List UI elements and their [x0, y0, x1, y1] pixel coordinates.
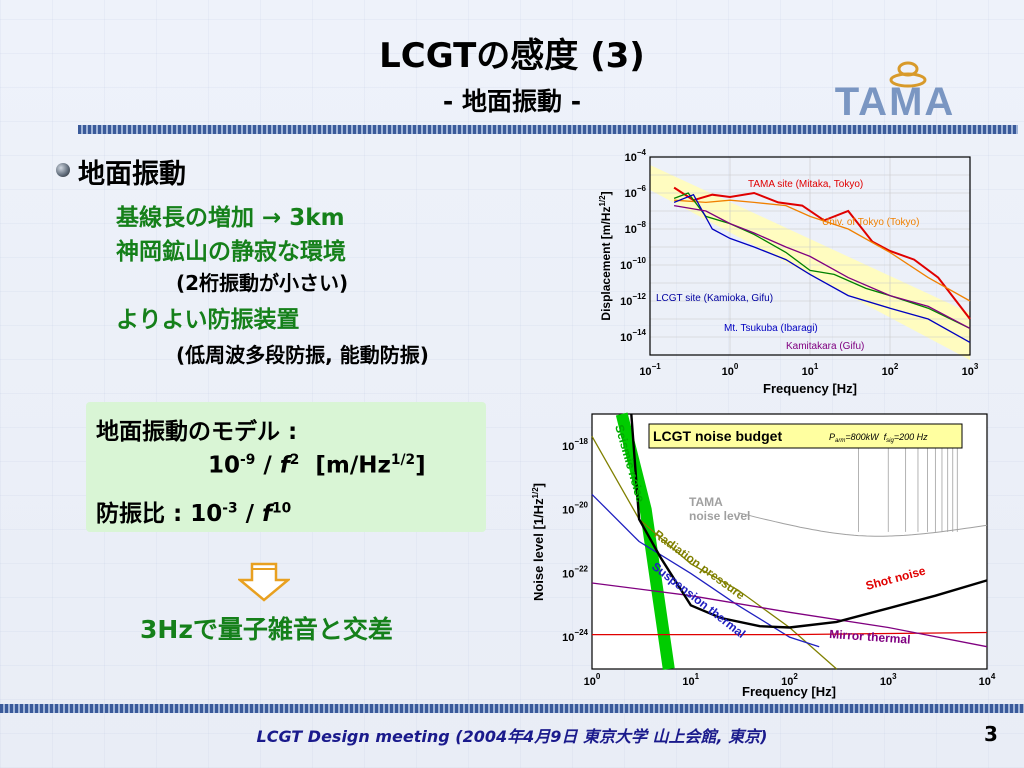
- tama-noise-curve: [737, 436, 988, 537]
- down-arrow-icon: [238, 562, 290, 602]
- chart1-xtick-label: 10−1: [639, 362, 661, 378]
- chart1-xtick-label: 101: [802, 362, 819, 378]
- chart1-ytick-label: 10−4: [625, 148, 647, 164]
- model-formula: 10-9 / f2 [m/Hz1/2]: [208, 452, 426, 479]
- model-title: 地面振動のモデル :: [96, 419, 298, 445]
- chart2-title-box: [648, 423, 963, 449]
- label-mirror-thermal: Mirror thermal: [829, 627, 911, 647]
- bullet-line-2: 神岡鉱山の静寂な環境: [116, 239, 346, 265]
- chart1-tick-labels: 10−1 100 101 102 103 10−14 10−12 10−10 10−8 10−6 1…: [620, 148, 979, 378]
- bottom-divider: [0, 704, 1024, 713]
- noise-budget-chart: 100 101 102 103 104 10−24 10−22 10−20 10−18 LCGT…: [531, 412, 996, 699]
- chart2-series-line: [591, 493, 820, 648]
- ground-motion-model-box: 地面振動のモデル : 10-9 / f2 [m/Hz1/2] 防振比 : 10-…: [86, 402, 486, 532]
- bullet-line-5: (低周波多段防振, 能動防振): [176, 343, 429, 367]
- chart2-series-line: [592, 631, 988, 636]
- chart1-xtick-label: 102: [882, 362, 899, 378]
- chart2-xtick-label: 102: [781, 672, 798, 688]
- chart1-series-line: [673, 193, 971, 343]
- chart1-ytick-label: 10−14: [620, 328, 646, 344]
- chart2-xtick-label: 104: [979, 672, 996, 688]
- chart2-series: [591, 412, 988, 670]
- displacement-chart: 10−1 100 101 102 103 10−14 10−12 10−10 10−8 10−6 1…: [598, 148, 979, 396]
- chart2-xtick-label: 101: [682, 672, 699, 688]
- chart2-tick-labels: 100 101 102 103 104 10−24 10−22 10−20 10−18: [562, 437, 996, 688]
- chart1-ytick-label: 10−8: [625, 220, 647, 236]
- bullet-icon: [56, 163, 70, 177]
- chart1-xlabel: Frequency [Hz]: [763, 381, 857, 396]
- chart2-title: LCGT noise budget: [653, 428, 782, 444]
- isolation-ratio: 防振比 : 10-3 / f10: [96, 500, 292, 527]
- chart1-series-line: [673, 186, 971, 320]
- chart1-series-line: [674, 199, 971, 302]
- chart2-xlabel: Frequency [Hz]: [742, 684, 836, 699]
- tama-logo-text: TAMA: [835, 80, 956, 124]
- page-title: LCGTの感度 (3): [379, 36, 645, 76]
- chart1-series: [673, 186, 971, 343]
- legend-mt-tsukuba: Mt. Tsukuba (Ibaragi): [724, 323, 818, 334]
- chart1-ylabel: Displacement [m/Hz1/2]: [598, 191, 613, 320]
- legend-kamitakara: Kamitakara (Gifu): [786, 341, 864, 352]
- chart1-ytick-label: 10−12: [620, 292, 646, 308]
- footer-text: LCGT Design meeting (2004年4月9日 東京大学 山上会館…: [256, 727, 768, 746]
- chart1-ytick-label: 10−10: [620, 256, 646, 272]
- chart1-ytick-label: 10−6: [625, 184, 647, 200]
- chart2-xtick-label: 103: [880, 672, 897, 688]
- chart1-xtick-label: 100: [722, 362, 739, 378]
- chart2-series-line: [615, 412, 675, 670]
- chart2-ytick-label: 10−24: [562, 628, 588, 644]
- tama-label-2: noise level: [689, 509, 750, 523]
- bullet-line-1: 基線長の増加 → 3km: [116, 205, 345, 231]
- legend-lcgt-site: LCGT site (Kamioka, Gifu): [656, 293, 773, 304]
- legend-univ-tokyo: Univ. of Tokyo (Tokyo): [822, 217, 919, 228]
- chart2-ylabel: Noise level [1/Hz1/2]: [531, 483, 546, 601]
- chart2-xtick-label: 100: [584, 672, 601, 688]
- legend-tama-site: TAMA site (Mitaka, Tokyo): [748, 179, 863, 190]
- chart2-params: Parm=800kW fsig=200 Hz: [829, 432, 928, 444]
- tama-label-1: TAMA: [689, 495, 723, 509]
- bullet-heading: 地面振動: [78, 159, 186, 190]
- tama-noise-line: [737, 512, 988, 537]
- top-divider: [78, 125, 1018, 134]
- bullet-line-4: よりよい防振装置: [116, 307, 300, 333]
- chart1-xtick-label: 103: [962, 362, 979, 378]
- page-number: 3: [984, 722, 998, 746]
- tama-logo: TAMA: [835, 61, 956, 124]
- chart2-ytick-label: 10−18: [562, 437, 588, 453]
- chart1-series-line: [673, 204, 971, 329]
- chart2-ytick-label: 10−20: [562, 501, 588, 517]
- chart2-ytick-label: 10−22: [562, 564, 588, 580]
- bullet-line-3: (2桁振動が小さい): [176, 271, 349, 295]
- conclusion-text: 3Hzで量子雑音と交差: [140, 615, 393, 644]
- page-subtitle: - 地面振動 -: [442, 87, 582, 116]
- chart1-frame: [649, 156, 971, 356]
- chart2-series-line: [630, 413, 988, 629]
- chart2-series-line: [591, 582, 988, 648]
